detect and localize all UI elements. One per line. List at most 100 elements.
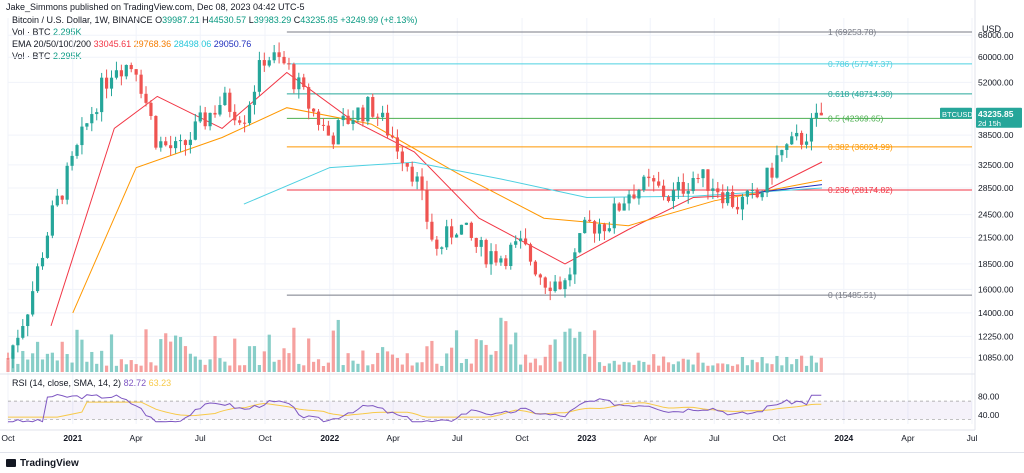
candle-body-128 <box>637 190 641 199</box>
ema-line-1 <box>72 107 823 314</box>
candle-body-139 <box>691 178 695 192</box>
price-tick-0: 68000.00 <box>978 30 1014 40</box>
volume-bar-14 <box>75 329 79 372</box>
candle-body-18 <box>95 112 99 115</box>
volume-bar-104 <box>519 364 523 372</box>
candle-body-92 <box>459 224 464 235</box>
candle-body-52 <box>262 60 266 66</box>
candle-body-47 <box>238 120 242 123</box>
volume-bar-19 <box>100 350 104 372</box>
volume-bar-33 <box>169 341 173 372</box>
tradingview-logo[interactable]: TradingView <box>6 458 79 469</box>
volume-bar-163 <box>809 355 814 372</box>
footer: TradingView <box>0 452 1024 473</box>
candle-body-39 <box>198 112 202 122</box>
candle-body-67 <box>336 120 340 145</box>
currency-label[interactable]: USD <box>982 24 1002 34</box>
candle-body-57 <box>287 63 291 65</box>
volume-bar-50 <box>252 346 257 372</box>
volume-bar-81 <box>405 353 409 372</box>
volume-bar-111 <box>553 339 557 372</box>
legend-vol2-label[interactable]: Vol · BTC <box>12 51 51 61</box>
publish-line: Jake_Simmons published on TradingView.co… <box>6 2 305 12</box>
price-tick-6: 24500.00 <box>978 210 1014 220</box>
volume-bar-158 <box>785 356 789 372</box>
candle-body-65 <box>326 125 330 136</box>
volume-bar-93 <box>464 358 469 372</box>
fibonacci-levels: 1 (69253.78) 0.786 (57747.37) 0.618 (48714… <box>286 27 972 300</box>
volume-bar-23 <box>119 359 123 372</box>
volume-bar-47 <box>238 365 242 372</box>
legend-vol-label[interactable]: Vol · BTC <box>12 27 51 37</box>
time-tick-5: 2022 <box>320 433 339 443</box>
candle-body-60 <box>302 77 306 88</box>
candle-body-81 <box>405 162 409 167</box>
price-tick-10: 14000.00 <box>978 308 1014 318</box>
volume-bar-51 <box>257 365 261 372</box>
volume-bar-5 <box>31 353 35 372</box>
volume-bar-119 <box>592 330 597 372</box>
volume-bar-68 <box>341 365 345 372</box>
candle-body-11 <box>60 195 64 200</box>
candle-body-150 <box>745 190 749 197</box>
candle-body-143 <box>711 188 715 191</box>
candle-body-77 <box>385 112 390 136</box>
candle-body-6 <box>35 266 40 292</box>
candle-body-161 <box>799 132 804 145</box>
candle-body-50 <box>252 91 257 105</box>
time-tick-4: Oct <box>258 433 272 443</box>
legend-ema-label[interactable]: EMA 20/50/100/200 <box>12 39 92 49</box>
candle-body-19 <box>100 77 104 113</box>
candle-body-31 <box>159 141 163 148</box>
volume-bar-70 <box>351 360 355 372</box>
legend-symbol[interactable]: Bitcoin / U.S. Dollar, 1W, BINANCE <box>12 15 153 25</box>
volume-bar-143 <box>711 365 715 372</box>
volume-bar-2 <box>16 363 20 372</box>
volume-bar-89 <box>445 353 449 372</box>
rsi-band <box>8 401 972 420</box>
candle-body-64 <box>321 124 326 126</box>
candle-body-30 <box>154 115 158 148</box>
volume-bar-106 <box>528 362 533 372</box>
volume-bar-63 <box>316 359 321 372</box>
grid <box>7 18 973 424</box>
candle-body-109 <box>543 277 547 288</box>
volume-bar-69 <box>346 353 350 372</box>
rsi-sma-value: 63.23 <box>148 378 172 388</box>
candle-body-72 <box>361 107 365 122</box>
candle-body-158 <box>785 144 789 150</box>
legend-vol-value: 2.295K <box>53 27 82 37</box>
axes: 68000.00 60000.00 52000.00 38500.00 32500.00… <box>0 0 1022 443</box>
fib-label-4: 0.382 (36024.99) <box>828 142 893 152</box>
volume-bar-94 <box>469 363 473 372</box>
volume-bar-99 <box>494 351 498 372</box>
candle-body-70 <box>351 120 355 124</box>
candle-body-1 <box>11 345 15 359</box>
time-tick-2: Apr <box>130 433 143 443</box>
volume-bar-12 <box>65 354 69 372</box>
volume-bar-30 <box>154 365 158 372</box>
candle-body-22 <box>114 70 119 78</box>
volume-bar-43 <box>218 358 222 372</box>
volume-bar-133 <box>661 356 666 372</box>
fib-label-3: 0.5 (42369.65) <box>828 113 883 123</box>
candle-body-73 <box>366 97 370 122</box>
volume-bar-118 <box>588 356 592 372</box>
volume-bar-120 <box>597 362 602 372</box>
candle-body-82 <box>410 166 414 182</box>
volume-bar-35 <box>178 337 183 372</box>
time-tick-14: Apr <box>901 433 914 443</box>
volume-bar-78 <box>390 354 395 372</box>
candle-body-137 <box>681 182 685 194</box>
volume-bar-3 <box>21 350 25 372</box>
candle-body-61 <box>307 87 311 109</box>
volume-bar-136 <box>676 361 680 372</box>
volume-bar-101 <box>504 321 508 372</box>
price-chart[interactable]: 1 (69253.78) 0.786 (57747.37) 0.618 (48714… <box>0 0 1024 452</box>
candle-body-116 <box>578 233 582 253</box>
candle-body-13 <box>70 155 74 166</box>
candle-body-84 <box>420 176 424 191</box>
rsi-label[interactable]: RSI (14, close, SMA, 14, 2) <box>12 378 122 388</box>
candle-body-124 <box>617 203 621 211</box>
time-tick-10: Apr <box>644 433 657 443</box>
